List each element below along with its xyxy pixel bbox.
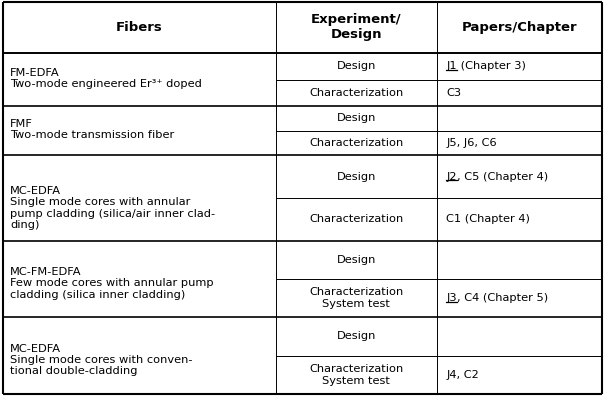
Text: Papers/Chapter: Papers/Chapter xyxy=(462,21,577,34)
Text: Few mode cores with annular pump
cladding (silica inner cladding): Few mode cores with annular pump claddin… xyxy=(10,278,214,300)
Text: (Chapter 3): (Chapter 3) xyxy=(457,61,526,71)
Text: Single mode cores with conven-
tional double-cladding: Single mode cores with conven- tional do… xyxy=(10,355,193,377)
Text: Design: Design xyxy=(337,255,376,265)
Text: Experiment/
Design: Experiment/ Design xyxy=(311,13,402,42)
Text: J1: J1 xyxy=(446,61,457,71)
Text: Single mode cores with annular
pump cladding (silica/air inner clad-
ding): Single mode cores with annular pump clad… xyxy=(10,197,215,230)
Text: , C4 (Chapter 5): , C4 (Chapter 5) xyxy=(457,293,548,303)
Text: FM-EDFA: FM-EDFA xyxy=(10,68,60,78)
Text: MC-FM-EDFA: MC-FM-EDFA xyxy=(10,267,82,277)
Text: J5, J6, C6: J5, J6, C6 xyxy=(446,138,497,148)
Text: , C5 (Chapter 4): , C5 (Chapter 4) xyxy=(457,171,548,182)
Text: J2: J2 xyxy=(446,171,457,182)
Text: Characterization: Characterization xyxy=(309,138,404,148)
Text: FMF: FMF xyxy=(10,119,33,129)
Text: Design: Design xyxy=(337,61,376,71)
Text: C1 (Chapter 4): C1 (Chapter 4) xyxy=(446,214,530,224)
Text: Characterization
System test: Characterization System test xyxy=(309,287,404,309)
Text: Two-mode transmission fiber: Two-mode transmission fiber xyxy=(10,130,174,140)
Text: Two-mode engineered Er³⁺ doped: Two-mode engineered Er³⁺ doped xyxy=(10,79,202,89)
Text: J4, C2: J4, C2 xyxy=(446,370,479,380)
Text: Characterization
System test: Characterization System test xyxy=(309,364,404,386)
Text: Fibers: Fibers xyxy=(116,21,163,34)
Text: MC-EDFA: MC-EDFA xyxy=(10,186,61,196)
Text: Design: Design xyxy=(337,171,376,182)
Text: J3: J3 xyxy=(446,293,457,303)
Text: Characterization: Characterization xyxy=(309,214,404,224)
Text: C3: C3 xyxy=(446,88,462,98)
Text: Characterization: Characterization xyxy=(309,88,404,98)
Text: Design: Design xyxy=(337,331,376,341)
Text: MC-EDFA: MC-EDFA xyxy=(10,344,61,354)
Text: Design: Design xyxy=(337,114,376,124)
